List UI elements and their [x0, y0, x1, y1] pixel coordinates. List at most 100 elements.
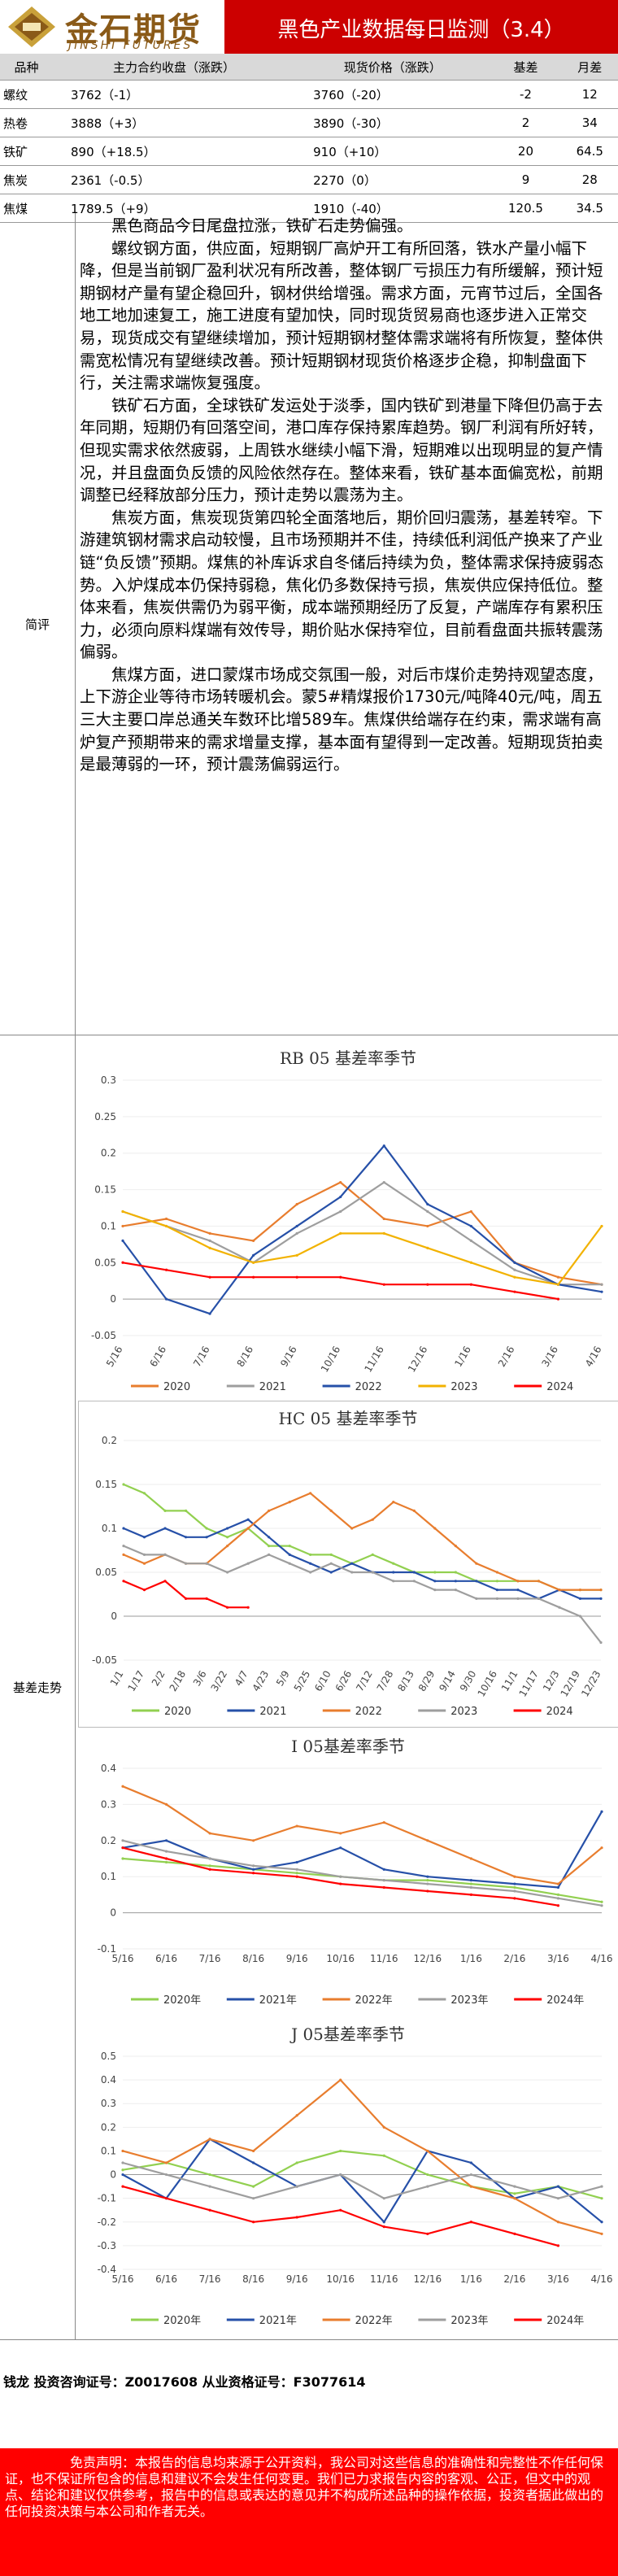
series-line: [122, 1210, 603, 1286]
x-tick-label: 12/16: [406, 1345, 429, 1375]
data-point: [556, 1885, 560, 1890]
data-point: [516, 1580, 520, 1583]
data-point: [382, 2225, 385, 2229]
y-tick-label: 0.4: [101, 1763, 116, 1774]
x-tick-label: 9/16: [286, 1953, 308, 1964]
legend-label: 2020: [164, 1706, 191, 1718]
series-line: [122, 1839, 603, 1907]
data-point: [556, 2221, 560, 2224]
basis-label: 基差走势: [0, 1035, 76, 2339]
data-point: [164, 1224, 168, 1228]
data-point: [537, 1597, 541, 1600]
data-point: [513, 2197, 516, 2200]
data-point: [252, 2197, 255, 2200]
data-point: [226, 1536, 229, 1539]
table-cell: 热卷: [0, 108, 53, 137]
x-tick-label: 9/30: [458, 1669, 479, 1693]
y-tick-label: -0.2: [98, 2216, 116, 2228]
x-tick-label: 1/16: [460, 1953, 482, 1964]
legend-label: 2024: [546, 1706, 573, 1718]
series-line: [122, 1785, 603, 1885]
data-point: [184, 1536, 188, 1539]
table-cell: 螺纹: [0, 80, 53, 109]
data-point: [288, 1562, 291, 1565]
data-point: [558, 1606, 561, 1609]
data-point: [309, 1492, 312, 1495]
x-tick-label: 10/16: [326, 2273, 355, 2285]
data-point: [426, 1839, 429, 1842]
x-tick-label: 12/16: [414, 2273, 442, 2285]
y-tick-label: -0.1: [98, 2193, 116, 2204]
data-point: [426, 1210, 429, 1214]
data-point: [426, 1890, 429, 1893]
x-tick-label: 3/22: [209, 1669, 230, 1693]
data-point: [339, 1181, 342, 1184]
data-point: [513, 1875, 516, 1878]
data-point: [339, 2149, 342, 2153]
data-point: [371, 1553, 374, 1556]
data-point: [392, 1562, 395, 1565]
page-title: 黑色产业数据每日监测（3.4）: [277, 18, 565, 42]
data-point: [475, 1580, 478, 1583]
data-point: [184, 1597, 188, 1600]
y-tick-label: 0.3: [101, 2098, 116, 2109]
table-cell: 34: [561, 108, 618, 137]
x-tick-label: 7/28: [375, 1669, 396, 1693]
disclaimer-text: 免责声明：本报告的信息均来源于公开资料，我公司对这些信息的准确性和完整性不作任何…: [5, 2455, 604, 2519]
data-point: [329, 1562, 333, 1565]
data-point: [426, 2185, 429, 2188]
x-tick-label: 7/16: [199, 1953, 221, 1964]
legend-label: 2023年: [450, 1994, 488, 2007]
series-line: [123, 1580, 249, 1609]
x-tick-label: 8/16: [242, 1953, 264, 1964]
data-point: [556, 1893, 560, 1896]
data-point: [558, 1589, 561, 1592]
review-paragraph: 黑色商品今日尾盘拉涨，铁矿石走势偏强。: [111, 216, 413, 235]
data-point: [412, 1580, 416, 1583]
data-point: [513, 1290, 516, 1293]
review-paragraph: 焦煤方面，进口蒙煤市场成交氛围一般，对后市煤价走势持观望态度，上下游企业等待市场…: [80, 665, 603, 774]
data-point: [412, 1509, 416, 1512]
y-tick-label: -0.1: [98, 1943, 116, 1955]
data-point: [164, 1860, 168, 1864]
data-point: [513, 2185, 516, 2188]
data-point: [454, 1589, 457, 1592]
data-point: [454, 1580, 457, 1583]
x-tick-label: 5/25: [292, 1669, 313, 1693]
data-point: [350, 1527, 354, 1530]
data-point: [426, 1202, 429, 1206]
data-point: [599, 1641, 603, 1644]
series-line: [123, 1492, 601, 1591]
x-tick-label: 5/16: [104, 1345, 125, 1369]
x-tick-label: 5/9: [274, 1669, 292, 1689]
x-tick-label: 9/14: [437, 1669, 458, 1693]
data-point: [246, 1518, 250, 1521]
data-point: [382, 1283, 385, 1286]
data-point: [164, 1217, 168, 1221]
data-point: [469, 1224, 472, 1228]
data-point: [556, 2185, 560, 2188]
i-basis-chart: I 05基差率季节 -0.1 0 0.1 0.2 0.3 0.4 5/16 6/16 7/16 8/…: [78, 1729, 618, 2014]
data-point: [426, 1882, 429, 1885]
data-point: [371, 1571, 374, 1574]
data-point: [556, 2197, 560, 2200]
x-tick-label: 12/16: [414, 1953, 442, 1964]
data-point: [556, 1897, 560, 1900]
x-tick-label: 5/16: [112, 1953, 134, 1964]
x-tick-label: 1/16: [452, 1345, 473, 1369]
data-point: [252, 2185, 255, 2188]
data-point: [121, 1785, 124, 1788]
table-cell: 28: [561, 165, 618, 194]
data-point: [295, 1824, 298, 1828]
data-point: [329, 1571, 333, 1574]
x-tick-label: 9/16: [278, 1345, 299, 1369]
data-point: [309, 1571, 312, 1574]
data-point: [495, 1597, 498, 1600]
legend-label: 2023年: [450, 2315, 488, 2327]
data-point: [350, 1571, 354, 1574]
column-header: 品种: [0, 54, 53, 81]
table-cell: 铁矿: [0, 137, 53, 166]
data-point: [164, 1802, 168, 1806]
data-point: [288, 1553, 291, 1556]
x-tick-label: 6/26: [333, 1669, 355, 1693]
